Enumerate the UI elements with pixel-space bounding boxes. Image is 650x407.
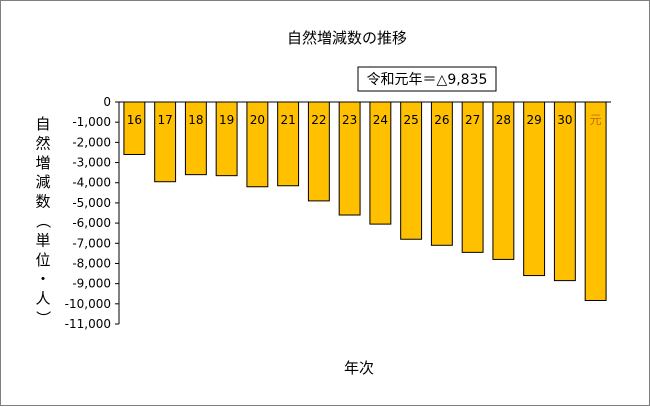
bar-元 xyxy=(584,101,607,301)
category-label: 17 xyxy=(157,113,172,127)
category-label: 21 xyxy=(280,113,295,127)
y-axis-label-char: （ xyxy=(34,213,52,228)
y-axis-label-char: 然 xyxy=(35,134,50,152)
y-tick-label: -7,000 xyxy=(72,236,111,250)
y-axis-label-char: 自 xyxy=(35,115,50,133)
y-tick-label: -3,000 xyxy=(72,156,111,170)
y-axis-ticks: 0 -1,000 -2,000 -3,000 -4,000 -5,000 -6,000 -7,… xyxy=(65,95,119,331)
category-label: 20 xyxy=(250,113,265,127)
category-label: 19 xyxy=(219,113,234,127)
annotation-text: 令和元年＝△9,835 xyxy=(367,72,488,88)
category-label: 23 xyxy=(342,113,357,127)
y-axis-label-char: ・ xyxy=(35,270,50,288)
y-axis-label-char: 増 xyxy=(35,154,50,172)
x-axis-label: 年次 xyxy=(344,359,374,377)
bar-29 xyxy=(523,101,546,277)
y-tick-label: -1,000 xyxy=(72,115,111,129)
y-axis-label-char: 数 xyxy=(35,193,50,211)
y-tick-label: -6,000 xyxy=(72,216,111,230)
category-label: 18 xyxy=(188,113,203,127)
y-tick-label: -8,000 xyxy=(72,256,111,270)
y-axis-label-char: 減 xyxy=(35,173,50,191)
y-tick-label: -5,000 xyxy=(72,196,111,210)
category-label: 16 xyxy=(127,113,142,127)
bar-30 xyxy=(553,101,576,282)
category-label: 26 xyxy=(434,113,449,127)
y-axis-label-char: ） xyxy=(34,310,52,325)
y-tick-label: -4,000 xyxy=(72,176,111,190)
category-label: 29 xyxy=(526,113,541,127)
y-axis-label: 自然増減数 （ 単位・人 ） xyxy=(34,115,52,326)
y-tick-label: -9,000 xyxy=(72,277,111,291)
category-label: 28 xyxy=(496,113,511,127)
y-axis-label-char: 人 xyxy=(35,290,50,308)
y-axis-label-char: 位 xyxy=(35,251,50,269)
category-label: 25 xyxy=(403,113,418,127)
chart-title: 自然増減数の推移 xyxy=(287,29,407,47)
category-label: 24 xyxy=(373,113,388,127)
y-tick-label: -10,000 xyxy=(65,297,111,311)
annotation-box: 令和元年＝△9,835 xyxy=(357,66,497,92)
y-axis-label-char: 単 xyxy=(35,231,50,249)
y-tick-label: -11,000 xyxy=(65,317,111,331)
category-label: 22 xyxy=(311,113,326,127)
category-label: 30 xyxy=(557,113,572,127)
bar-16 xyxy=(123,101,146,155)
y-tick-label: -2,000 xyxy=(72,135,111,149)
bars: 16 17 18 19 20 21 22 23 24 25 26 27 28 29 30 元 xyxy=(123,101,607,301)
y-tick-label: 0 xyxy=(103,95,111,109)
category-label: 元 xyxy=(590,113,602,127)
category-label: 27 xyxy=(465,113,480,127)
